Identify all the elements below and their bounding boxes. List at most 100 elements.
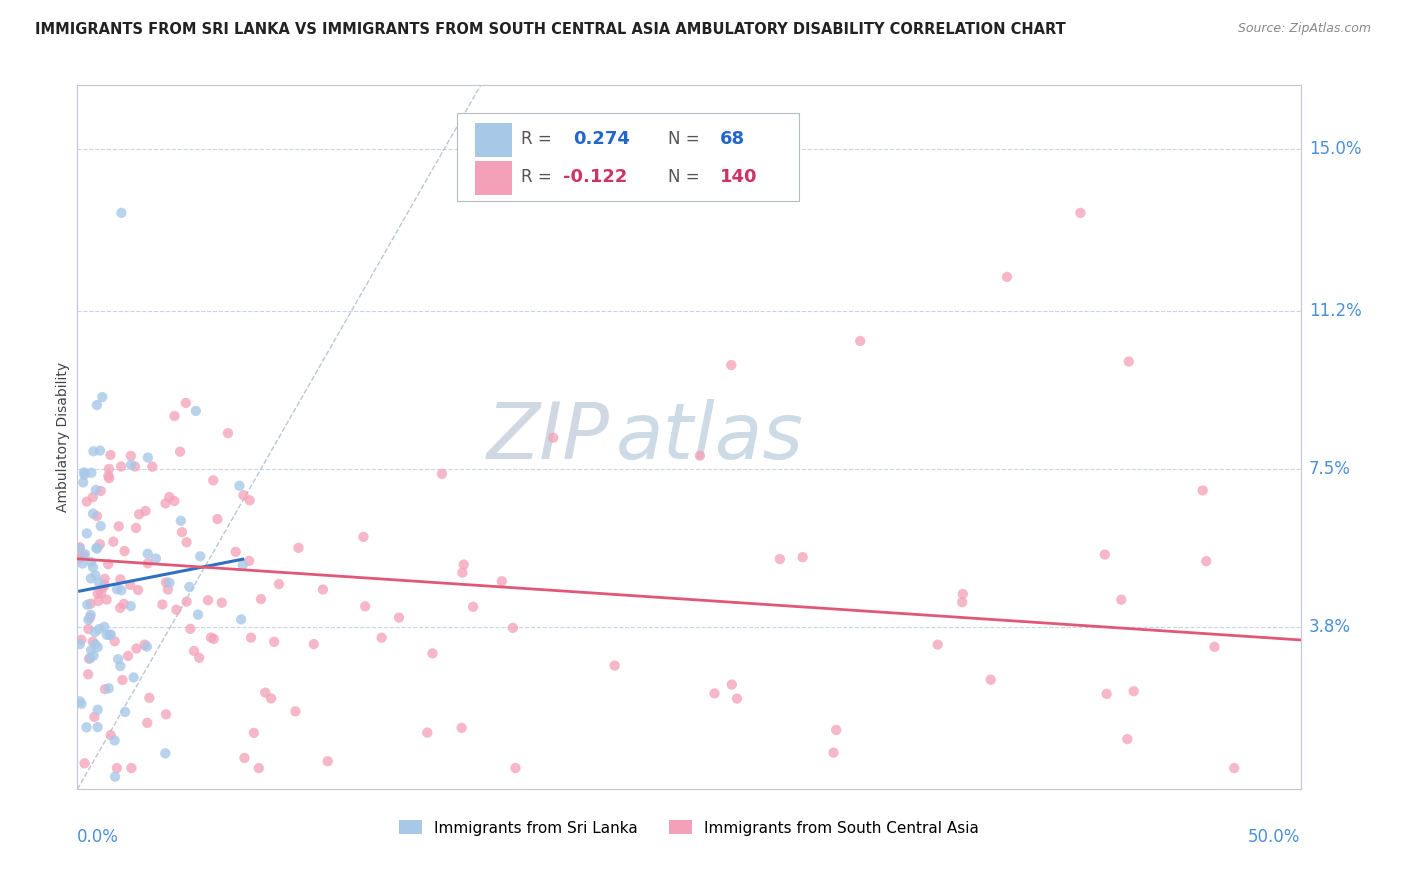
Point: [238, 554, 260, 568]
Point: [80, 607, 103, 622]
Point: [416, 725, 439, 739]
Point: [73, 756, 96, 771]
Text: 15.0%: 15.0%: [1309, 140, 1361, 158]
Text: IMMIGRANTS FROM SRI LANKA VS IMMIGRANTS FROM SOUTH CENTRAL ASIA AMBULATORY DISAB: IMMIGRANTS FROM SRI LANKA VS IMMIGRANTS …: [35, 22, 1066, 37]
Point: [769, 552, 792, 566]
Point: [72, 557, 94, 571]
Point: [100, 448, 122, 462]
Point: [100, 728, 122, 742]
Point: [127, 582, 149, 597]
Point: [69, 550, 91, 565]
Point: [1116, 732, 1139, 747]
Point: [170, 514, 193, 528]
Point: [125, 521, 148, 535]
Point: [430, 467, 453, 481]
Text: -0.122: -0.122: [562, 169, 627, 186]
Point: [950, 595, 973, 609]
Point: [231, 612, 253, 626]
Point: [952, 587, 974, 601]
Point: [138, 690, 160, 705]
Point: [232, 558, 254, 572]
Text: atlas: atlas: [616, 399, 803, 475]
Point: [1122, 684, 1144, 698]
Text: N =: N =: [668, 169, 700, 186]
Point: [82, 634, 104, 648]
Point: [110, 459, 132, 474]
Point: [1223, 761, 1246, 775]
Point: [69, 541, 91, 555]
Point: [284, 704, 307, 718]
Point: [90, 586, 112, 600]
Text: ZIP: ZIP: [486, 399, 609, 475]
Point: [725, 691, 748, 706]
Point: [98, 628, 121, 642]
Point: [260, 691, 283, 706]
Point: [155, 707, 177, 722]
Point: [1109, 592, 1132, 607]
Point: [87, 622, 110, 636]
Point: [110, 583, 132, 598]
Point: [76, 598, 98, 612]
Point: [73, 547, 96, 561]
Point: [77, 667, 100, 681]
Point: [86, 541, 108, 555]
Point: [111, 673, 134, 687]
Point: [114, 705, 136, 719]
Point: [77, 622, 100, 636]
Point: [98, 462, 121, 476]
Point: [207, 512, 229, 526]
Text: 11.2%: 11.2%: [1309, 302, 1361, 320]
Point: [84, 637, 107, 651]
Point: [145, 551, 167, 566]
Point: [108, 600, 131, 615]
Bar: [475, 161, 512, 194]
Point: [155, 747, 177, 761]
Point: [86, 398, 108, 412]
Point: [96, 592, 118, 607]
Point: [302, 637, 325, 651]
Point: [82, 560, 104, 574]
Point: [453, 558, 475, 572]
Point: [69, 541, 91, 556]
Point: [689, 449, 711, 463]
Point: [86, 541, 108, 556]
Legend: Immigrants from Sri Lanka, Immigrants from South Central Asia: Immigrants from Sri Lanka, Immigrants fr…: [394, 814, 984, 842]
Point: [849, 334, 872, 348]
Point: [233, 751, 256, 765]
Point: [720, 677, 742, 691]
Point: [91, 390, 114, 404]
Point: [1069, 206, 1091, 220]
Point: [491, 574, 513, 589]
Point: [156, 582, 179, 597]
Point: [83, 710, 105, 724]
Point: [72, 475, 94, 490]
Point: [76, 526, 98, 541]
Point: [202, 632, 225, 646]
Point: [91, 580, 114, 594]
Point: [250, 592, 273, 607]
Point: [120, 578, 142, 592]
Point: [1118, 354, 1140, 368]
Point: [136, 547, 159, 561]
Point: [120, 599, 142, 613]
Point: [254, 685, 277, 699]
Point: [97, 468, 120, 483]
Point: [980, 673, 1002, 687]
Point: [188, 549, 211, 564]
Point: [87, 594, 110, 608]
Point: [70, 697, 93, 711]
Point: [83, 648, 105, 663]
Point: [86, 703, 108, 717]
Point: [703, 686, 725, 700]
Point: [76, 720, 98, 734]
Point: [603, 658, 626, 673]
Point: [82, 444, 104, 458]
Point: [80, 466, 103, 480]
Point: [120, 761, 142, 775]
Point: [89, 443, 111, 458]
Point: [110, 573, 132, 587]
Point: [104, 733, 127, 747]
Point: [450, 721, 472, 735]
Point: [211, 596, 233, 610]
Point: [79, 610, 101, 624]
